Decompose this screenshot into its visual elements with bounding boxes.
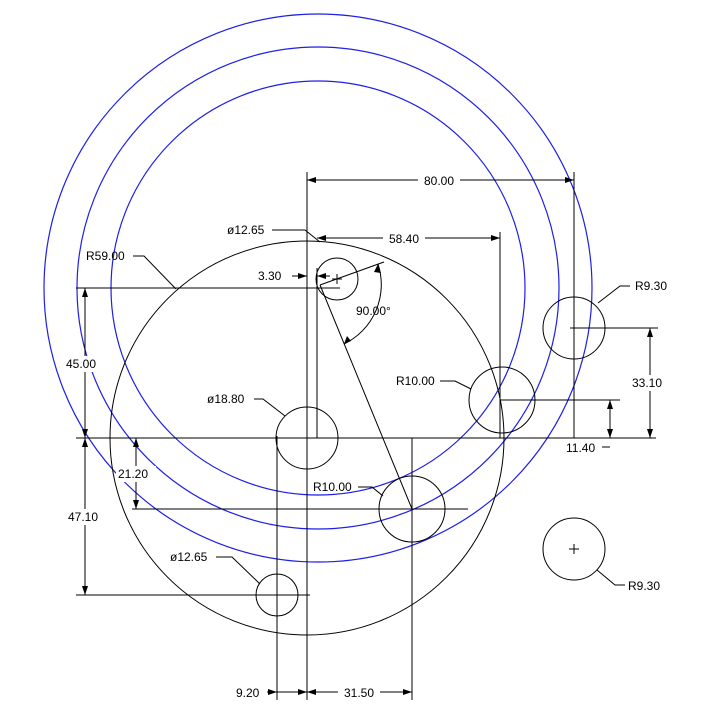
construction-circles bbox=[43, 13, 593, 563]
label-r10-right: R10.00 bbox=[396, 374, 435, 388]
dimension-labels: 80.00 58.40 3.30 ø12.65 R59.00 90.00° 45… bbox=[64, 172, 670, 700]
label-top-hole-diameter: ø12.65 bbox=[227, 223, 265, 237]
construction-circle-outer bbox=[43, 13, 593, 563]
label-r9-30-bottom: R9.30 bbox=[628, 579, 660, 593]
dimension-lines bbox=[82, 177, 653, 695]
dim-9-20: 9.20 bbox=[236, 686, 260, 700]
part-geometry bbox=[76, 172, 658, 700]
label-r10-lower: R10.00 bbox=[313, 480, 352, 494]
dim-11-40: 11.40 bbox=[566, 441, 595, 455]
dim-80: 80.00 bbox=[424, 174, 454, 188]
label-r59: R59.00 bbox=[86, 249, 125, 263]
top-hole-12-65 bbox=[315, 257, 359, 301]
dim-31-50: 31.50 bbox=[344, 686, 374, 700]
slant-line-angle-ref bbox=[319, 261, 385, 286]
dim-33-10: 33.10 bbox=[632, 376, 662, 390]
label-bottom-hole-diameter: ø12.65 bbox=[170, 550, 208, 564]
dim-45: 45.00 bbox=[66, 357, 96, 371]
bottom-right-circle-r9-30 bbox=[542, 517, 606, 581]
dim-angle-90: 90.00° bbox=[356, 304, 391, 318]
dim-47-10: 47.10 bbox=[68, 510, 98, 524]
dim-21-20: 21.20 bbox=[118, 467, 148, 481]
dim-3-30: 3.30 bbox=[258, 269, 282, 283]
label-center-hole-diameter: ø18.80 bbox=[207, 392, 245, 406]
label-r9-30-top: R9.30 bbox=[635, 279, 667, 293]
slant-line-to-lower-circle bbox=[319, 284, 413, 510]
dim-58-40: 58.40 bbox=[389, 232, 419, 246]
